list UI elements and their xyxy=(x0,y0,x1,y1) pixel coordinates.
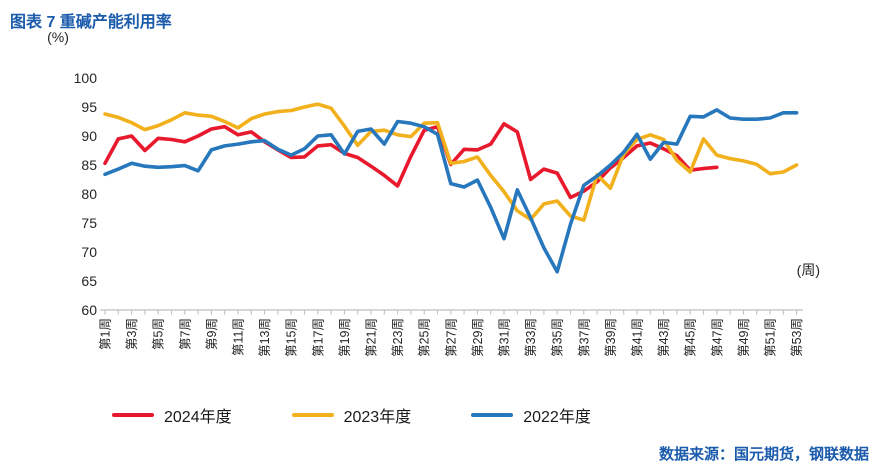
x-tick-label: 第13周 xyxy=(258,318,272,357)
legend-label-2022: 2022年度 xyxy=(523,409,591,426)
y-tick-label: 90 xyxy=(81,128,97,144)
chart-legend: 2024年度 2023年度 2022年度 xyxy=(112,403,591,427)
x-tick-label: 第19周 xyxy=(338,318,352,357)
y-tick-label: 95 xyxy=(81,99,97,115)
y-axis-tick-labels: 60 65 70 75 80 85 90 95 100 xyxy=(74,70,98,318)
y-tick-label: 65 xyxy=(81,273,97,289)
y-tick-label: 60 xyxy=(81,302,97,318)
y-axis-unit-label: (%) xyxy=(47,30,69,45)
x-tick-label: 第9周 xyxy=(205,318,219,350)
x-tick-label: 第31周 xyxy=(498,318,512,357)
series-line-2022年度 xyxy=(103,108,799,274)
legend-swatch-2024-line xyxy=(112,413,154,417)
x-tick-label: 第39周 xyxy=(604,318,618,357)
legend-item-2024: 2024年度 xyxy=(112,403,232,427)
legend-item-2022: 2022年度 xyxy=(471,403,591,427)
x-tick-label: 第21周 xyxy=(365,318,379,357)
x-axis-unit-label: (周) xyxy=(797,262,820,278)
x-tick-label: 第23周 xyxy=(391,318,405,357)
y-tick-label: 85 xyxy=(81,157,97,173)
x-tick-label: 第17周 xyxy=(311,318,325,357)
y-tick-label: 80 xyxy=(81,186,97,202)
legend-swatch-2023-line xyxy=(291,413,334,417)
x-tick-label: 第43周 xyxy=(657,318,671,357)
y-tick-label: 70 xyxy=(81,244,97,260)
x-axis-tick-labels: 第1周 第3周 第5周 第7周 第9周 第11周 第13周 第15周 第17周 第19周 第21周第… xyxy=(99,318,805,357)
x-tick-label: 第51周 xyxy=(764,318,778,357)
x-tick-label: 第27周 xyxy=(444,318,458,357)
legend-item-2023: 2023年度 xyxy=(291,403,412,427)
x-tick-label: 第35周 xyxy=(551,318,565,357)
x-tick-label: 第49周 xyxy=(737,318,751,357)
x-tick-label: 第45周 xyxy=(684,318,698,357)
capacity-utilization-chart: (%) 60 65 70 75 80 85 90 95 100 第1周 第3周 第5周 第7周 第9周 第11… xyxy=(0,29,879,395)
legend-label-2023: 2023年度 xyxy=(343,409,412,426)
x-tick-label: 第53周 xyxy=(790,318,804,357)
x-tick-label: 第41周 xyxy=(631,318,645,357)
series-line-2024年度 xyxy=(103,122,719,200)
x-axis xyxy=(100,309,803,315)
x-tick-label: 第37周 xyxy=(577,318,591,357)
x-tick-label: 第11周 xyxy=(232,318,246,356)
page-title: 图表 7 重碱产能利用率 xyxy=(10,14,172,31)
x-tick-label: 第33周 xyxy=(524,318,538,357)
series-line-2023年度 xyxy=(103,102,799,222)
x-tick-label: 第5周 xyxy=(152,318,166,350)
data-source-note: 数据来源：国元期货，钢联数据 xyxy=(658,446,869,463)
x-tick-label: 第15周 xyxy=(285,318,299,357)
x-tick-label: 第47周 xyxy=(710,318,724,357)
y-tick-label: 100 xyxy=(74,70,98,86)
y-tick-label: 75 xyxy=(81,215,97,231)
x-tick-label: 第1周 xyxy=(99,318,113,350)
x-tick-label: 第7周 xyxy=(178,318,192,350)
x-tick-label: 第29周 xyxy=(471,318,485,357)
x-tick-label: 第25周 xyxy=(418,318,432,357)
legend-label-2024: 2024年度 xyxy=(164,409,232,426)
x-tick-label: 第3周 xyxy=(125,318,139,350)
legend-swatch-2022-line xyxy=(471,413,514,417)
chart-svg: (%) 60 65 70 75 80 85 90 95 100 第1周 第3周 第5周 第7周 第9周 第11… xyxy=(47,29,820,357)
